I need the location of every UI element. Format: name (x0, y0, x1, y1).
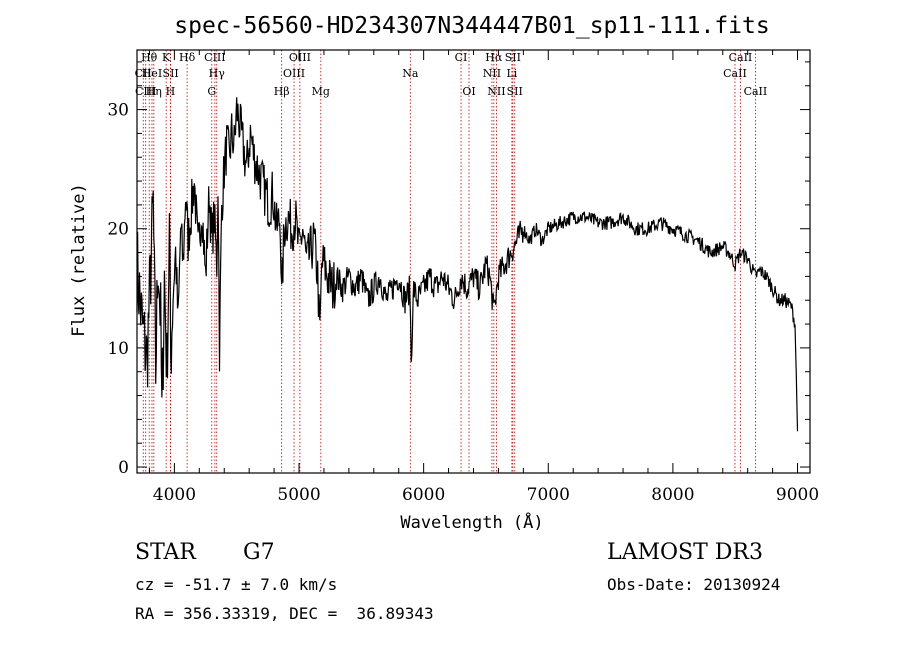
x-axis-label: Wavelength (Å) (400, 511, 543, 533)
spectral-line-label: CI (455, 51, 468, 64)
spectral-line-label: CaII (729, 51, 753, 64)
spectral-line-label: CII (135, 67, 152, 80)
spectral-line-label: Mg (312, 85, 330, 98)
x-tick-label: 5000 (277, 485, 320, 505)
y-tick-label: 20 (107, 220, 129, 240)
spectral-line-label: Hη (146, 85, 162, 98)
chart-title: spec-56560-HD234307N344447B01_sp11-111.f… (174, 13, 769, 39)
y-tick-label: 30 (107, 101, 129, 121)
spectral-line-label: OI (462, 85, 475, 98)
spectral-line-label: CaII (723, 67, 747, 80)
observation-date: Obs-Date: 20130924 (607, 575, 781, 594)
x-tick-label: 8000 (651, 485, 694, 505)
spectral-line-label: CIII (135, 85, 156, 98)
spectral-line-label: Hα (485, 51, 503, 64)
y-tick-label: 10 (107, 339, 129, 359)
spectral-line-label: Hγ (209, 67, 226, 80)
spectral-line-label: CIII (204, 51, 225, 64)
spectral-line-label: NII (483, 67, 501, 80)
spectral-line-label: Li (506, 67, 517, 80)
spectral-line-label: SII (505, 51, 521, 64)
survey-name: LAMOST DR3 (607, 540, 763, 565)
spectral-line-label: Hθ (141, 51, 158, 64)
x-tick-label: 9000 (776, 485, 819, 505)
spectral-line-label: H (166, 85, 176, 98)
redshift-cz: cz = -51.7 ± 7.0 km/s (135, 575, 338, 594)
spectral-line-label: G (207, 85, 216, 98)
spectral-line-label: Hβ (274, 85, 290, 98)
spectral-line-label: K (162, 51, 171, 64)
x-tick-label: 6000 (402, 485, 445, 505)
spectral-line-label: SII (507, 85, 523, 98)
x-tick-label: 7000 (527, 485, 570, 505)
coordinates: RA = 356.33319, DEC = 36.89343 (135, 604, 434, 623)
spectral-line-label: CaII (744, 85, 768, 98)
spectral-line-label: NII (487, 85, 505, 98)
spectral-line-markers (142, 50, 756, 473)
axis-ticks: 4000 5000 6000 7000 8000 9000 0 10 20 30 (107, 50, 819, 505)
y-tick-label: 0 (118, 458, 129, 478)
spectral-line-label: SII (163, 67, 179, 80)
spectral-line-label: Hδ (179, 51, 196, 64)
object-class: STAR (135, 540, 196, 565)
x-tick-label: 4000 (153, 485, 196, 505)
spectral-line-label: Na (402, 67, 419, 80)
spectral-line-label: OIII (283, 67, 305, 80)
spectrum-series-line (136, 97, 799, 432)
y-axis-label: Flux (relative) (69, 183, 89, 337)
object-subclass: G7 (243, 540, 275, 565)
spectral-line-label: OIII (289, 51, 311, 64)
spectral-line-label: HeI (142, 67, 162, 80)
